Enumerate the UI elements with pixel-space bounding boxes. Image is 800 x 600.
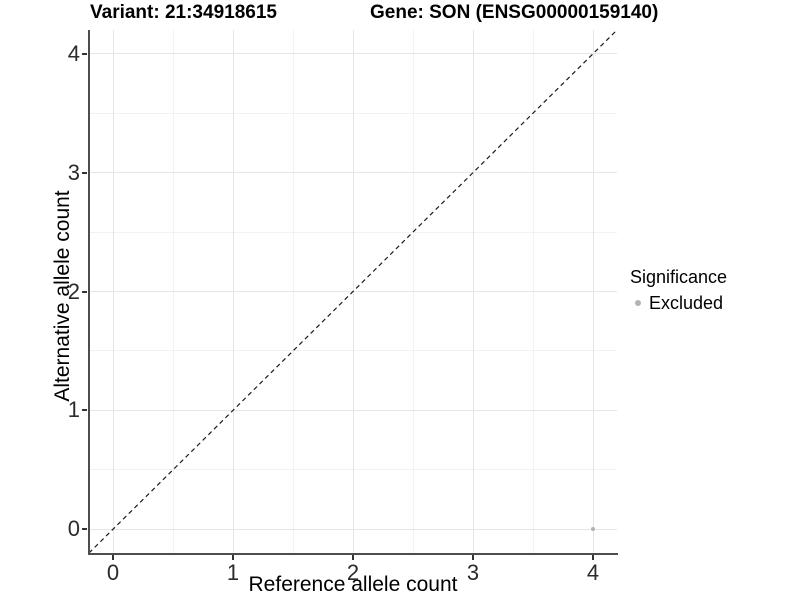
legend-key-dot-icon [635, 300, 641, 306]
x-tick-mark [472, 555, 474, 560]
y-tick-mark [82, 528, 87, 531]
identity-line [89, 30, 617, 553]
x-tick-label: 4 [586, 560, 600, 585]
y-tick-label: 1 [67, 397, 80, 423]
y-tick-mark [82, 290, 87, 293]
legend-entry-label: Excluded [649, 293, 724, 313]
y-tick-label: 3 [67, 159, 80, 185]
y-tick-mark [82, 409, 87, 412]
gridline-major-vertical [592, 30, 594, 553]
x-tick-label: 3 [466, 560, 480, 585]
data-point [590, 527, 596, 532]
figure-title-variant: Variant: 21:34918615 [90, 2, 277, 23]
gridline-major-horizontal [89, 172, 617, 174]
gridline-major-vertical [472, 30, 474, 553]
x-axis-line [88, 553, 618, 555]
x-tick-mark [112, 555, 114, 560]
x-tick-mark [352, 555, 354, 560]
legend-title: Significance [630, 267, 728, 287]
legend: Significance Excluded [628, 266, 800, 314]
y-tick-mark [82, 52, 87, 55]
y-tick-label: 0 [67, 516, 80, 542]
figure-title-gene: Gene: SON (ENSG00000159140) [370, 2, 659, 23]
x-tick-mark [592, 555, 594, 560]
gridline-major-horizontal [89, 53, 617, 55]
y-tick-label: 2 [67, 278, 80, 304]
y-tick-mark [82, 171, 87, 174]
x-tick-label: 0 [106, 560, 120, 585]
y-tick-label: 4 [67, 40, 80, 66]
legend-entry: Excluded [628, 292, 800, 314]
x-axis-title: Reference allele count [248, 573, 458, 596]
x-tick-mark [232, 555, 234, 560]
y-axis-line [88, 30, 90, 555]
plot-panel [89, 30, 617, 553]
x-tick-label: 2 [346, 560, 360, 585]
x-tick-label: 1 [226, 560, 240, 585]
